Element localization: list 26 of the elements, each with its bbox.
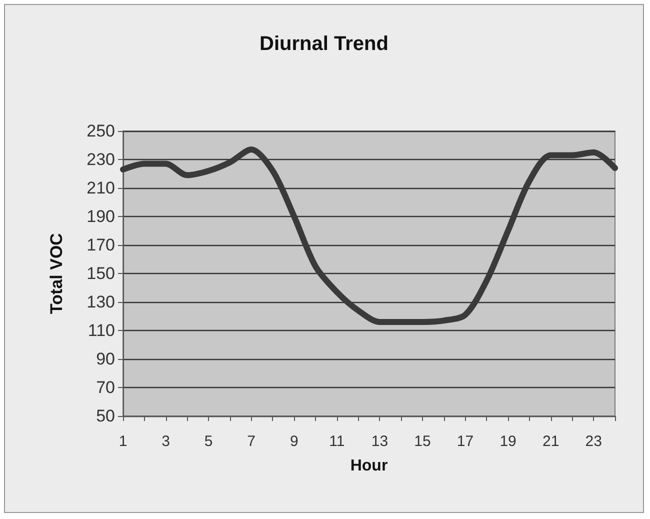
x-tick-label: 7 (247, 433, 256, 450)
x-tick-label: 15 (414, 433, 431, 450)
x-tick-label: 5 (204, 433, 213, 450)
y-tick-label: 230 (86, 150, 115, 169)
y-axis-title: Total VOC (47, 233, 66, 314)
y-tick-label: 70 (96, 378, 115, 397)
y-tick-label: 50 (96, 406, 115, 426)
x-tick-label: 17 (456, 433, 474, 450)
x-tick-label: 3 (162, 433, 170, 450)
x-tick-label: 11 (329, 433, 345, 450)
chart-title: Diurnal Trend (260, 33, 388, 55)
x-tick-label: 19 (500, 433, 516, 450)
y-tick-label: 210 (86, 178, 115, 198)
y-tick-label: 190 (86, 207, 115, 226)
y-tick-label: 110 (88, 321, 115, 340)
y-tick-label: 130 (86, 292, 115, 312)
x-tick-label: 23 (585, 433, 602, 450)
y-tick-label: 170 (86, 236, 115, 254)
x-tick-label: 13 (371, 433, 388, 450)
x-axis-title: Hour (350, 458, 388, 474)
x-tick-label: 21 (542, 433, 560, 450)
y-tick-label: 250 (86, 122, 115, 140)
x-tick-label: 1 (118, 433, 128, 450)
y-tick-label: 90 (96, 350, 115, 368)
x-tick-label: 9 (290, 433, 298, 450)
y-tick-label: 150 (86, 264, 115, 283)
